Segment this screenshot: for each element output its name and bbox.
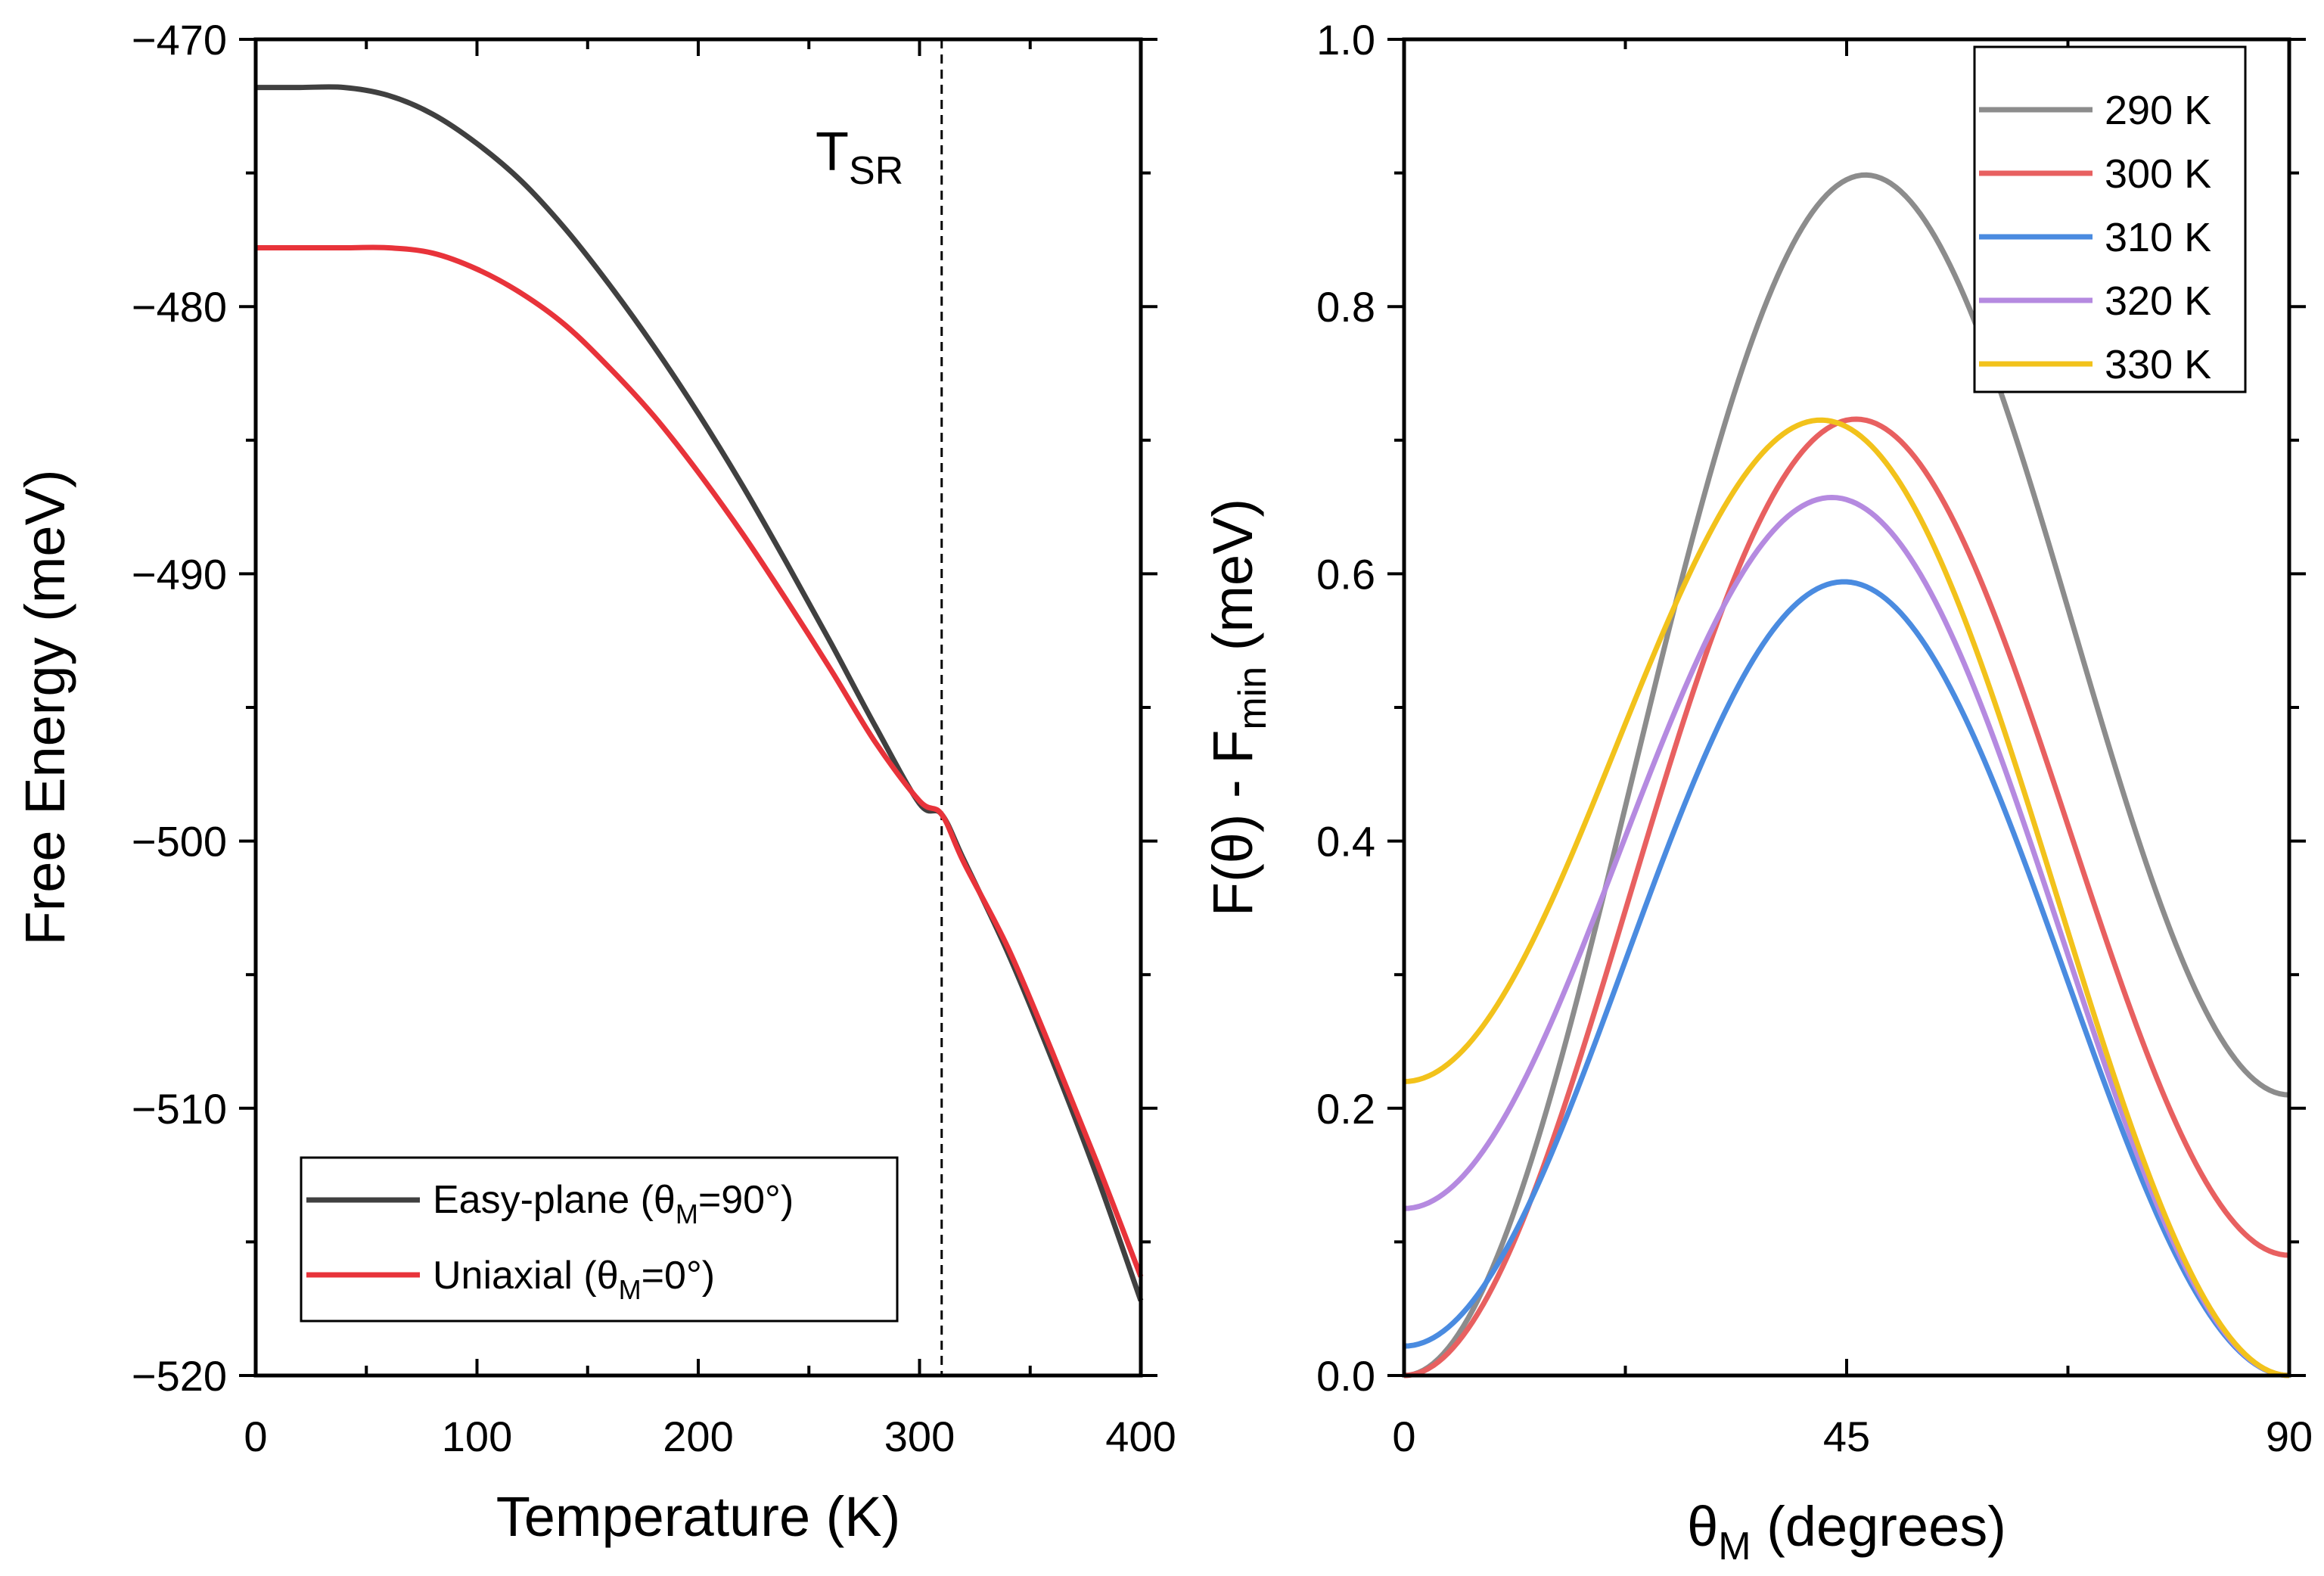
right-x-tick-label: 45	[1823, 1413, 1870, 1460]
left-y-tick-label: −500	[132, 818, 227, 866]
left-plot-frame	[253, 37, 1143, 1378]
legend-uni-prefix: Uniaxial (	[433, 1254, 597, 1298]
legend-label-uniaxial: Uniaxial (θM=0°)	[433, 1254, 715, 1305]
left-x-tick-label: 400	[1105, 1413, 1176, 1460]
left-chart: 0 100 200 300 400 −470 −480 −490 −500 −510 −520 TS…	[14, 16, 1176, 1548]
right-ylabel-prefix: F(θ) - F	[1201, 730, 1264, 917]
right-legend-entries: 290 K 300 K 310 K 320 K 330 K	[1979, 88, 2211, 387]
right-ylabel-sub: min	[1231, 667, 1275, 730]
right-x-axis-title: θM (degrees)	[1687, 1495, 2006, 1568]
series-320k-line	[1403, 494, 2290, 1379]
left-legend: Easy-plane (θM=90°) Uniaxial (θM=0°)	[300, 1156, 899, 1323]
legend-label-300k: 300 K	[2105, 151, 2211, 197]
series-uniaxial-line	[256, 244, 1144, 1278]
left-x-axis-title: Temperature (K)	[496, 1485, 901, 1548]
legend-label-330k: 330 K	[2105, 342, 2211, 387]
tsr-annotation-main: T	[816, 122, 849, 182]
left-y-tick-label: −520	[132, 1352, 227, 1400]
legend-label-310k: 310 K	[2105, 215, 2211, 260]
left-series-group	[256, 84, 1144, 1302]
right-y-tick-label: 1.0	[1316, 16, 1375, 64]
right-legend-box	[1973, 45, 2247, 393]
legend-uni-suffix: =0°)	[642, 1254, 715, 1298]
left-x-tick-label: 0	[244, 1413, 267, 1460]
right-plot-frame	[1402, 37, 2291, 1378]
legend-label-290k: 290 K	[2105, 88, 2211, 133]
right-y-tick-label: 0.0	[1316, 1352, 1375, 1400]
right-xlabel-theta: θ	[1687, 1495, 1718, 1558]
right-xlabel-sub: M	[1718, 1525, 1751, 1568]
legend-uni-sub: M	[619, 1274, 642, 1305]
right-y-tick-label: 0.2	[1316, 1085, 1375, 1133]
right-y-tick-label: 0.8	[1316, 283, 1375, 331]
legend-label-320k: 320 K	[2105, 278, 2211, 324]
tsr-annotation-sub: SR	[849, 149, 903, 193]
right-y-tick-label: 0.4	[1316, 818, 1375, 866]
right-tick-labels: 0 45 90 0.0 0.2 0.4 0.6 0.8 1.0	[1316, 16, 2313, 1460]
right-x-tick-label: 90	[2266, 1413, 2313, 1460]
legend-uni-theta: θ	[597, 1254, 619, 1298]
left-x-tick-label: 200	[663, 1413, 733, 1460]
series-330k-line	[1403, 417, 2290, 1379]
left-y-tick-label: −470	[132, 16, 227, 64]
left-tick-labels: 0 100 200 300 400 −470 −480 −490 −500 −510 −520	[132, 16, 1176, 1460]
right-x-tick-label: 0	[1392, 1413, 1415, 1460]
left-y-tick-label: −510	[132, 1085, 227, 1133]
series-300k-line	[1403, 416, 2290, 1379]
legend-label-easy-plane: Easy-plane (θM=90°)	[433, 1178, 794, 1229]
left-y-tick-label: −490	[132, 550, 227, 598]
legend-easy-sub: M	[676, 1198, 698, 1229]
right-chart: 0 45 90 0.0 0.2 0.4 0.6 0.8 1.0 290 K 300 K 310 K 3…	[1201, 16, 2313, 1568]
right-xlabel-rest: (degrees)	[1751, 1495, 2006, 1558]
left-x-tick-label: 300	[884, 1413, 955, 1460]
right-y-tick-label: 0.6	[1316, 550, 1375, 598]
right-series-group	[1403, 172, 2290, 1379]
right-y-axis-title: F(θ) - Fmin (meV)	[1201, 499, 1275, 916]
left-y-tick-label: −480	[132, 283, 227, 331]
legend-easy-prefix: Easy-plane (	[433, 1178, 654, 1222]
legend-easy-theta: θ	[654, 1178, 676, 1222]
tsr-annotation: TSR	[816, 122, 903, 193]
series-310k-line	[1403, 579, 2290, 1379]
series-290k-line	[1403, 172, 2290, 1379]
legend-easy-suffix: =90°)	[698, 1178, 794, 1222]
left-y-axis-title: Free Energy (meV)	[14, 469, 76, 945]
right-legend: 290 K 300 K 310 K 320 K 330 K	[1973, 45, 2247, 393]
left-x-tick-label: 100	[442, 1413, 512, 1460]
left-legend-box	[300, 1156, 899, 1323]
right-ylabel-suffix: (meV)	[1201, 499, 1264, 667]
